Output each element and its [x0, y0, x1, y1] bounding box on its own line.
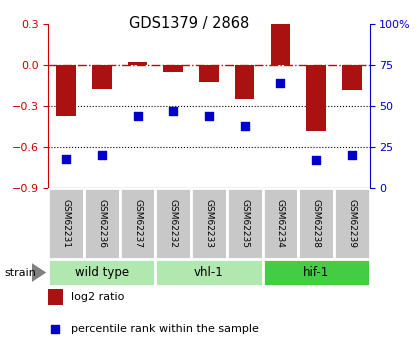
Bar: [84, 188, 120, 259]
Bar: [262, 259, 370, 286]
Bar: [262, 188, 298, 259]
Bar: [92, 65, 112, 89]
Bar: [163, 65, 183, 72]
Text: GSM62232: GSM62232: [169, 199, 178, 248]
Point: [241, 123, 248, 128]
Text: GSM62239: GSM62239: [347, 199, 356, 248]
Point: [170, 108, 177, 114]
Text: GSM62238: GSM62238: [312, 199, 320, 248]
Text: vhl-1: vhl-1: [194, 266, 224, 279]
Text: GSM62231: GSM62231: [62, 199, 71, 248]
Text: percentile rank within the sample: percentile rank within the sample: [71, 324, 259, 334]
Bar: [155, 188, 191, 259]
Text: GSM62236: GSM62236: [97, 199, 106, 248]
Bar: [155, 259, 262, 286]
Text: wild type: wild type: [75, 266, 129, 279]
Point: [134, 113, 141, 119]
Text: GSM62235: GSM62235: [240, 199, 249, 248]
Point: [52, 326, 59, 332]
Point: [277, 80, 284, 86]
Bar: [334, 188, 370, 259]
Bar: [298, 188, 334, 259]
Text: hif-1: hif-1: [303, 266, 329, 279]
Point: [349, 152, 355, 158]
Bar: [191, 188, 227, 259]
Point: [206, 113, 212, 119]
Bar: [342, 65, 362, 90]
Bar: [128, 62, 147, 65]
Bar: [199, 65, 219, 81]
Bar: [48, 259, 155, 286]
Polygon shape: [32, 263, 46, 282]
Text: GSM62233: GSM62233: [205, 199, 213, 248]
Bar: [306, 65, 326, 131]
Bar: [48, 188, 84, 259]
Bar: [120, 188, 155, 259]
Point: [63, 156, 70, 161]
Bar: [48, 289, 63, 305]
Text: GSM62234: GSM62234: [276, 199, 285, 248]
Bar: [270, 24, 290, 65]
Point: [98, 152, 105, 158]
Text: GDS1379 / 2868: GDS1379 / 2868: [129, 16, 249, 30]
Text: strain: strain: [4, 268, 36, 277]
Bar: [227, 188, 262, 259]
Bar: [56, 65, 76, 116]
Text: GSM62237: GSM62237: [133, 199, 142, 248]
Bar: [235, 65, 255, 99]
Point: [312, 157, 319, 163]
Text: log2 ratio: log2 ratio: [71, 292, 124, 302]
